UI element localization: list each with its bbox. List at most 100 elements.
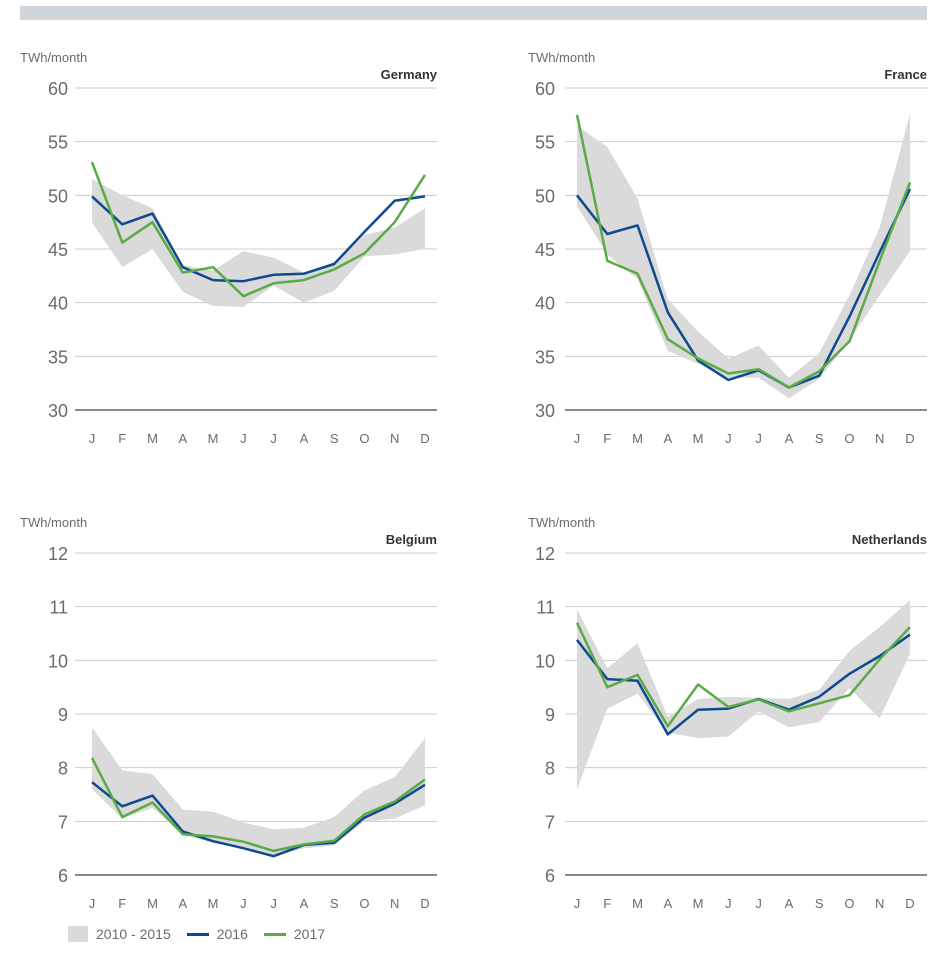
x-tick-label: M — [147, 896, 158, 911]
x-tick-label: N — [875, 896, 884, 911]
x-tick-label: M — [208, 896, 219, 911]
y-tick-label: 9 — [545, 705, 555, 725]
x-tick-label: F — [603, 431, 611, 446]
legend: 2010 - 2015 2016 2017 — [68, 924, 341, 944]
y-tick-label: 6 — [545, 866, 555, 886]
x-tick-label: J — [89, 431, 96, 446]
y-tick-label: 12 — [48, 544, 68, 564]
y-tick-label: 12 — [535, 544, 555, 564]
x-tick-label: D — [905, 431, 914, 446]
x-tick-label: N — [390, 431, 399, 446]
x-tick-label: J — [725, 431, 732, 446]
legend-band-swatch — [68, 926, 88, 942]
series-line-2017 — [90, 757, 426, 853]
x-tick-label: S — [815, 431, 824, 446]
legend-item-2016: 2016 — [186, 926, 248, 942]
x-tick-label: A — [785, 431, 794, 446]
series-line-2017 — [90, 161, 427, 298]
y-tick-label: 55 — [535, 133, 555, 153]
y-tick-label: 10 — [535, 651, 555, 671]
y-tick-label: 60 — [535, 79, 555, 99]
x-tick-label: F — [603, 896, 611, 911]
x-tick-label: M — [147, 431, 158, 446]
x-tick-label: D — [420, 896, 429, 911]
x-tick-label: J — [270, 896, 277, 911]
y-tick-label: 35 — [535, 347, 555, 367]
y-axis-unit-label: TWh/month — [20, 50, 87, 65]
x-tick-label: M — [693, 896, 704, 911]
x-tick-label: F — [118, 896, 126, 911]
y-tick-label: 55 — [48, 133, 68, 153]
y-axis-unit-label: TWh/month — [528, 50, 595, 65]
y-tick-label: 35 — [48, 347, 68, 367]
x-tick-label: A — [300, 431, 309, 446]
x-tick-label: A — [785, 896, 794, 911]
x-tick-label: J — [240, 896, 247, 911]
chart-france: TWh/month France 30 35 40 45 50 55 60 J F M A M J J A S O N… — [528, 50, 927, 446]
y-axis-unit-label: TWh/month — [528, 515, 595, 530]
chart-germany: TWh/month Germany 30 35 40 45 50 55 60 J F M A M J J A S O… — [20, 50, 438, 446]
y-tick-label: 40 — [535, 294, 555, 314]
x-tick-label: N — [390, 896, 399, 911]
legend-item-band: 2010 - 2015 — [68, 926, 171, 942]
y-tick-label: 10 — [48, 651, 68, 671]
x-tick-label: A — [178, 896, 187, 911]
chart-title: France — [884, 67, 927, 82]
y-tick-label: 40 — [48, 294, 68, 314]
series-line-2017 — [575, 114, 912, 389]
band-2010-2015 — [92, 727, 425, 857]
x-tick-label: A — [663, 896, 672, 911]
x-tick-label: J — [755, 896, 762, 911]
legend-2016-swatch — [186, 932, 209, 936]
x-tick-label: S — [815, 896, 824, 911]
x-tick-label: J — [89, 896, 96, 911]
x-tick-label: M — [632, 431, 643, 446]
x-tick-label: J — [755, 431, 762, 446]
series-line-2016 — [576, 188, 912, 389]
y-tick-label: 60 — [48, 79, 68, 99]
legend-2017-label: 2017 — [293, 926, 326, 942]
x-tick-label: A — [178, 431, 187, 446]
x-tick-label: M — [693, 431, 704, 446]
y-tick-label: 30 — [535, 401, 555, 421]
series-line-2016 — [91, 195, 426, 283]
x-tick-label: O — [844, 896, 854, 911]
y-tick-label: 50 — [535, 186, 555, 206]
y-tick-label: 45 — [48, 240, 68, 260]
x-tick-label: A — [663, 431, 672, 446]
y-tick-label: 11 — [49, 598, 68, 618]
y-tick-label: 30 — [48, 401, 68, 421]
y-tick-label: 8 — [58, 759, 68, 779]
legend-band-label: 2010 - 2015 — [96, 926, 171, 942]
y-tick-label: 7 — [545, 812, 555, 832]
y-tick-label: 45 — [535, 240, 555, 260]
x-tick-label: N — [875, 431, 884, 446]
x-tick-label: S — [330, 896, 339, 911]
x-tick-label: O — [359, 431, 369, 446]
chart-title: Belgium — [386, 532, 437, 547]
x-tick-label: J — [725, 896, 732, 911]
x-tick-label: M — [632, 896, 643, 911]
x-tick-label: J — [574, 431, 581, 446]
legend-2016-label: 2016 — [216, 926, 248, 942]
band-2010-2015 — [577, 600, 910, 790]
x-tick-label: J — [574, 896, 581, 911]
series-line-2016 — [91, 781, 426, 858]
chart-belgium: TWh/month Belgium 6 7 8 9 10 11 12 J F M A M J J A S O N D — [20, 515, 437, 911]
x-tick-label: A — [300, 896, 309, 911]
band-2010-2015 — [577, 113, 910, 399]
legend-item-2017: 2017 — [263, 926, 326, 942]
y-axis-unit-label: TWh/month — [20, 515, 87, 530]
series-line-2017 — [575, 622, 911, 728]
chart-title: Netherlands — [852, 532, 927, 547]
y-tick-label: 7 — [58, 812, 68, 832]
x-tick-label: D — [905, 896, 914, 911]
x-tick-label: D — [420, 431, 429, 446]
top-banner-bar — [20, 6, 927, 20]
x-tick-label: J — [270, 431, 277, 446]
y-tick-label: 6 — [58, 866, 68, 886]
y-tick-label: 11 — [536, 598, 555, 618]
x-tick-label: S — [330, 431, 339, 446]
band-2010-2015 — [92, 179, 425, 307]
